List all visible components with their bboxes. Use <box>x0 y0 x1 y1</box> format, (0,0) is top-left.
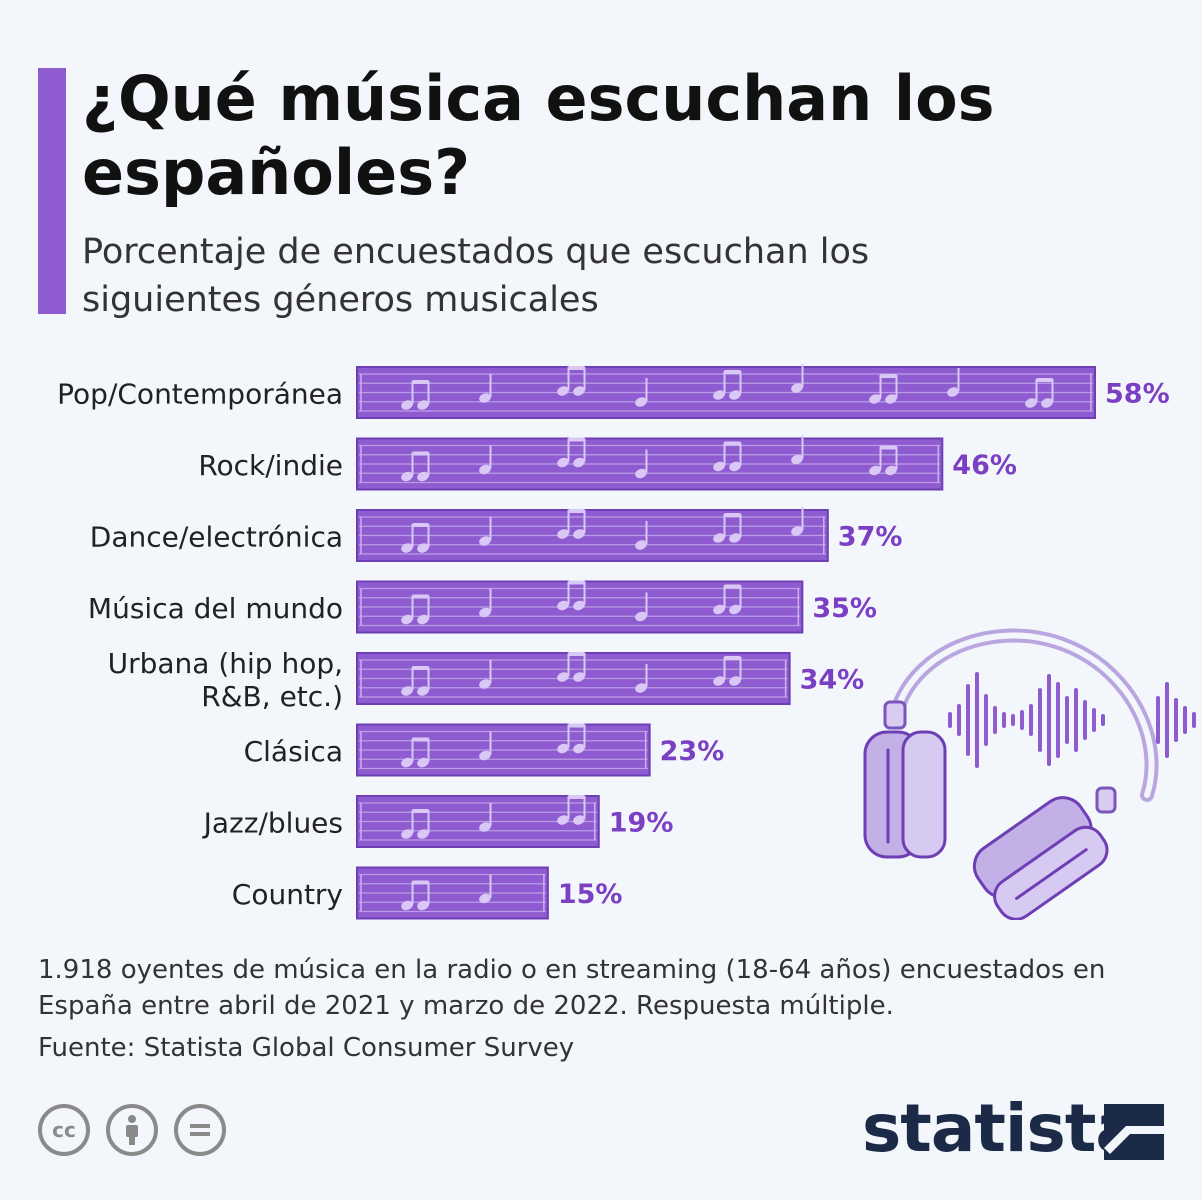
source-note: Fuente: Statista Global Consumer Survey <box>38 1033 575 1063</box>
music-note-icon <box>791 364 804 393</box>
headphones-icon <box>863 628 1196 920</box>
category-label: Country <box>232 878 343 911</box>
music-note-icon <box>869 374 898 404</box>
footnote: 1.918 oyentes de música en la radio o en… <box>38 955 1106 1021</box>
music-note-icon <box>791 435 804 465</box>
category-label: Urbana (hip hop, <box>108 647 343 680</box>
music-note-icon <box>635 664 648 693</box>
music-note-icon <box>479 803 492 832</box>
music-note-icon <box>479 660 492 689</box>
bar-row: Pop/Contemporánea 58% <box>57 364 1170 419</box>
bar-row: Urbana (hip hop,R&B, etc.) 34% <box>108 647 865 713</box>
bar-row: Clásica 23% <box>244 723 725 777</box>
music-note-icon <box>635 592 648 622</box>
music-note-icon <box>401 523 430 553</box>
page-subtitle: Porcentaje de encuestados que escuchan l… <box>82 232 870 320</box>
category-label: Rock/indie <box>198 449 343 482</box>
creative-commons-icon[interactable]: cc <box>38 1104 90 1156</box>
music-note-icon <box>557 366 586 396</box>
music-note-icon <box>401 880 430 911</box>
category-label: Clásica <box>244 735 343 768</box>
statista-logo-text[interactable]: statista <box>862 1090 1140 1167</box>
music-note-icon <box>557 795 586 825</box>
music-note-icon <box>401 666 430 696</box>
value-label: 37% <box>838 522 903 553</box>
value-label: 23% <box>660 736 725 767</box>
music-note-icon <box>557 652 586 682</box>
music-note-icon <box>635 449 648 479</box>
music-note-icon <box>557 509 586 539</box>
music-note-icon <box>401 809 430 839</box>
music-note-icon <box>479 588 492 618</box>
bar-row: Rock/indie 46% <box>198 435 1017 491</box>
bar-row: Country 15% <box>232 866 623 920</box>
bar-row: Música del mundo 35% <box>88 580 877 634</box>
category-label: Pop/Contemporánea <box>57 378 343 411</box>
category-label: Dance/electrónica <box>90 521 343 554</box>
music-note-icon <box>947 368 960 397</box>
value-label: 34% <box>800 665 865 696</box>
category-label: Jazz/blues <box>202 807 343 840</box>
music-note-icon <box>479 874 492 904</box>
category-label: R&B, etc.) <box>201 680 343 713</box>
music-note-icon <box>713 513 742 543</box>
music-note-icon <box>713 370 742 400</box>
no-derivatives-icon[interactable] <box>174 1104 226 1156</box>
bar-row: Dance/electrónica 37% <box>90 507 903 562</box>
music-note-icon <box>557 437 586 468</box>
music-note-icon <box>401 451 430 482</box>
music-note-icon <box>713 656 742 686</box>
music-note-icon <box>557 723 586 754</box>
music-note-icon <box>479 374 492 403</box>
accent-bar <box>38 68 66 314</box>
music-note-icon <box>635 521 648 550</box>
value-label: 35% <box>812 593 877 624</box>
music-note-icon <box>401 594 430 625</box>
music-note-icon <box>401 380 430 410</box>
music-note-icon <box>401 737 430 768</box>
attribution-icon[interactable] <box>106 1104 158 1156</box>
license-icons: cc <box>38 1104 226 1156</box>
page-title: ¿Qué música escuchan los españoles? <box>82 62 995 209</box>
bar-row: Jazz/blues 19% <box>202 795 674 848</box>
music-note-icon <box>635 378 648 407</box>
music-note-icon <box>713 584 742 615</box>
value-label: 19% <box>609 808 674 839</box>
music-note-icon <box>1025 378 1054 408</box>
music-note-icon <box>479 731 492 761</box>
music-note-icon <box>479 517 492 546</box>
value-label: 46% <box>952 450 1017 481</box>
music-note-icon <box>791 507 804 536</box>
music-note-icon <box>869 445 898 476</box>
bar-chart: Pop/Contemporánea 58% Rock/indie 46% Dance/e… <box>57 364 1170 920</box>
music-note-icon <box>479 445 492 475</box>
music-note-icon <box>557 580 586 611</box>
music-note-icon <box>713 441 742 472</box>
value-label: 15% <box>558 879 623 910</box>
value-label: 58% <box>1105 379 1170 410</box>
category-label: Música del mundo <box>88 592 343 625</box>
statista-logo-icon <box>1104 1104 1164 1160</box>
